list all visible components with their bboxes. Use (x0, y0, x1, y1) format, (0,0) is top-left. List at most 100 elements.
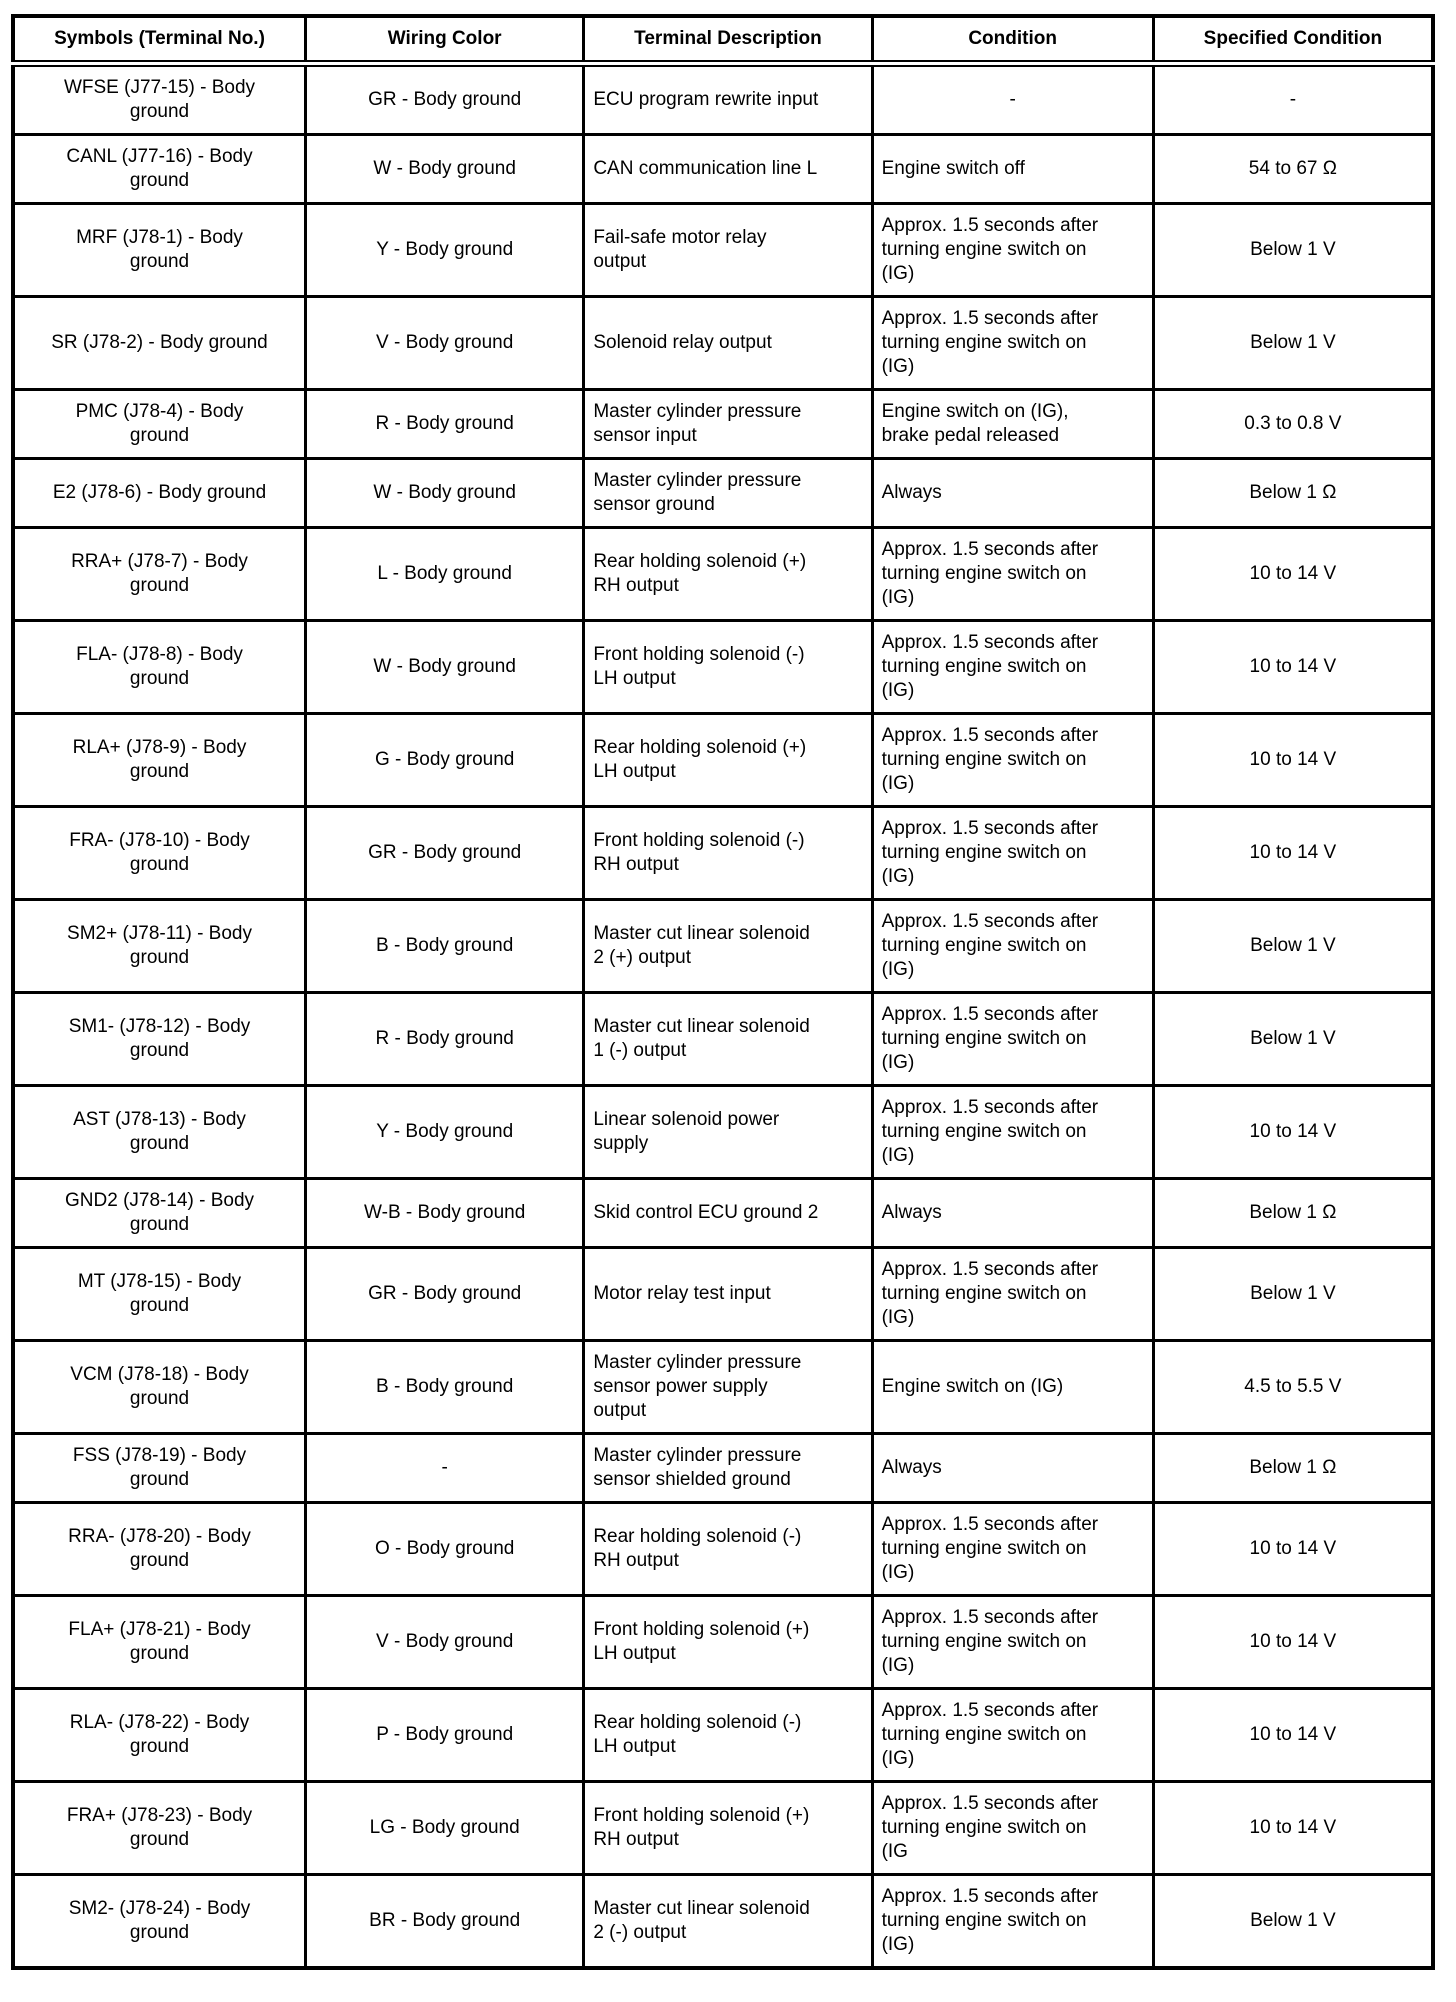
cell-specified-condition: Below 1 Ω (1151, 457, 1435, 529)
cell-symbol: MRF (J78-1) - Body ground (11, 202, 308, 298)
cell-terminal-description: Master cut linear solenoid 2 (-) output (582, 1873, 874, 1970)
table-row: WFSE (J77-15) - Body ground GR - Body gro… (11, 62, 1435, 136)
cell-condition: - (870, 62, 1155, 136)
cell-wiring-color: R - Body ground (304, 388, 586, 460)
cell-terminal-description: Rear holding solenoid (+) LH output (582, 712, 874, 808)
cell-specified-condition: 10 to 14 V (1151, 1780, 1435, 1876)
cell-condition: Approx. 1.5 seconds after turning engine… (870, 1873, 1155, 1970)
table-row: CANL (J77-16) - Body ground W - Body grou… (11, 133, 1435, 205)
cell-wiring-color: W - Body ground (304, 133, 586, 205)
table-row: FRA- (J78-10) - Body ground GR - Body gro… (11, 805, 1435, 901)
cell-specified-condition: 10 to 14 V (1151, 1501, 1435, 1597)
cell-condition: Approx. 1.5 seconds after turning engine… (870, 898, 1155, 994)
cell-terminal-description: Linear solenoid power supply (582, 1084, 874, 1180)
column-header-condition: Condition (870, 14, 1155, 67)
cell-condition: Approx. 1.5 seconds after turning engine… (870, 991, 1155, 1087)
header-row: Symbols (Terminal No.) Wiring Color Term… (11, 14, 1435, 67)
cell-wiring-color: W - Body ground (304, 619, 586, 715)
cell-specified-condition: 10 to 14 V (1151, 1687, 1435, 1783)
cell-condition: Approx. 1.5 seconds after turning engine… (870, 202, 1155, 298)
cell-specified-condition: 0.3 to 0.8 V (1151, 388, 1435, 460)
cell-specified-condition: 10 to 14 V (1151, 712, 1435, 808)
cell-specified-condition: Below 1 V (1151, 1873, 1435, 1970)
cell-wiring-color: GR - Body ground (304, 62, 586, 136)
cell-wiring-color: L - Body ground (304, 526, 586, 622)
column-header-symbols: Symbols (Terminal No.) (11, 14, 308, 67)
table-body: WFSE (J77-15) - Body ground GR - Body gro… (11, 62, 1435, 1970)
cell-condition: Engine switch on (IG) (870, 1339, 1155, 1435)
table-row: FSS (J78-19) - Body ground - Master cylind… (11, 1432, 1435, 1504)
cell-condition: Engine switch on (IG), brake pedal relea… (870, 388, 1155, 460)
cell-terminal-description: Rear holding solenoid (-) LH output (582, 1687, 874, 1783)
cell-wiring-color: LG - Body ground (304, 1780, 586, 1876)
table-row: MT (J78-15) - Body ground GR - Body groun… (11, 1246, 1435, 1342)
cell-terminal-description: Master cut linear solenoid 1 (-) output (582, 991, 874, 1087)
cell-terminal-description: Skid control ECU ground 2 (582, 1177, 874, 1249)
cell-condition: Always (870, 457, 1155, 529)
cell-specified-condition: Below 1 V (1151, 991, 1435, 1087)
table-row: SR (J78-2) - Body ground V - Body ground S… (11, 295, 1435, 391)
cell-symbol: FSS (J78-19) - Body ground (11, 1432, 308, 1504)
table-row: SM1- (J78-12) - Body ground R - Body grou… (11, 991, 1435, 1087)
cell-specified-condition: 10 to 14 V (1151, 526, 1435, 622)
cell-symbol: VCM (J78-18) - Body ground (11, 1339, 308, 1435)
cell-symbol: PMC (J78-4) - Body ground (11, 388, 308, 460)
cell-wiring-color: Y - Body ground (304, 202, 586, 298)
cell-symbol: FRA+ (J78-23) - Body ground (11, 1780, 308, 1876)
cell-condition: Engine switch off (870, 133, 1155, 205)
cell-specified-condition: 54 to 67 Ω (1151, 133, 1435, 205)
cell-specified-condition: 10 to 14 V (1151, 805, 1435, 901)
cell-specified-condition: 4.5 to 5.5 V (1151, 1339, 1435, 1435)
cell-terminal-description: ECU program rewrite input (582, 62, 874, 136)
cell-condition: Approx. 1.5 seconds after turning engine… (870, 1501, 1155, 1597)
cell-terminal-description: Motor relay test input (582, 1246, 874, 1342)
table-row: FRA+ (J78-23) - Body ground LG - Body gro… (11, 1780, 1435, 1876)
cell-symbol: RRA- (J78-20) - Body ground (11, 1501, 308, 1597)
cell-specified-condition: Below 1 V (1151, 1246, 1435, 1342)
column-header-specified-condition: Specified Condition (1151, 14, 1435, 67)
cell-terminal-description: Master cylinder pressure sensor input (582, 388, 874, 460)
table-row: FLA+ (J78-21) - Body ground V - Body grou… (11, 1594, 1435, 1690)
cell-specified-condition: 10 to 14 V (1151, 1084, 1435, 1180)
cell-wiring-color: - (304, 1432, 586, 1504)
table-row: GND2 (J78-14) - Body ground W-B - Body gr… (11, 1177, 1435, 1249)
table-row: FLA- (J78-8) - Body ground W - Body groun… (11, 619, 1435, 715)
cell-symbol: SM1- (J78-12) - Body ground (11, 991, 308, 1087)
cell-wiring-color: B - Body ground (304, 898, 586, 994)
cell-specified-condition: Below 1 V (1151, 295, 1435, 391)
table-row: SM2- (J78-24) - Body ground BR - Body gro… (11, 1873, 1435, 1970)
cell-specified-condition: Below 1 V (1151, 202, 1435, 298)
cell-wiring-color: V - Body ground (304, 1594, 586, 1690)
cell-wiring-color: B - Body ground (304, 1339, 586, 1435)
table-header: Symbols (Terminal No.) Wiring Color Term… (11, 14, 1435, 67)
table-row: RRA- (J78-20) - Body ground O - Body grou… (11, 1501, 1435, 1597)
cell-specified-condition: Below 1 Ω (1151, 1432, 1435, 1504)
cell-symbol: FLA- (J78-8) - Body ground (11, 619, 308, 715)
cell-symbol: MT (J78-15) - Body ground (11, 1246, 308, 1342)
cell-specified-condition: Below 1 V (1151, 898, 1435, 994)
cell-wiring-color: Y - Body ground (304, 1084, 586, 1180)
cell-symbol: SR (J78-2) - Body ground (11, 295, 308, 391)
cell-symbol: FLA+ (J78-21) - Body ground (11, 1594, 308, 1690)
cell-terminal-description: Front holding solenoid (-) LH output (582, 619, 874, 715)
cell-wiring-color: W - Body ground (304, 457, 586, 529)
cell-symbol: RLA- (J78-22) - Body ground (11, 1687, 308, 1783)
column-header-terminal-description: Terminal Description (582, 14, 874, 67)
cell-wiring-color: W-B - Body ground (304, 1177, 586, 1249)
cell-condition: Approx. 1.5 seconds after turning engine… (870, 1084, 1155, 1180)
cell-condition: Approx. 1.5 seconds after turning engine… (870, 619, 1155, 715)
cell-terminal-description: Master cut linear solenoid 2 (+) output (582, 898, 874, 994)
cell-condition: Approx. 1.5 seconds after turning engine… (870, 712, 1155, 808)
cell-specified-condition: 10 to 14 V (1151, 1594, 1435, 1690)
table-row: PMC (J78-4) - Body ground R - Body ground… (11, 388, 1435, 460)
cell-condition: Approx. 1.5 seconds after turning engine… (870, 805, 1155, 901)
cell-terminal-description: Rear holding solenoid (+) RH output (582, 526, 874, 622)
cell-specified-condition: - (1151, 62, 1435, 136)
table-row: RRA+ (J78-7) - Body ground L - Body groun… (11, 526, 1435, 622)
cell-terminal-description: Front holding solenoid (+) LH output (582, 1594, 874, 1690)
table-row: E2 (J78-6) - Body ground W - Body ground M… (11, 457, 1435, 529)
cell-terminal-description: Rear holding solenoid (-) RH output (582, 1501, 874, 1597)
cell-wiring-color: R - Body ground (304, 991, 586, 1087)
cell-condition: Always (870, 1177, 1155, 1249)
cell-symbol: GND2 (J78-14) - Body ground (11, 1177, 308, 1249)
